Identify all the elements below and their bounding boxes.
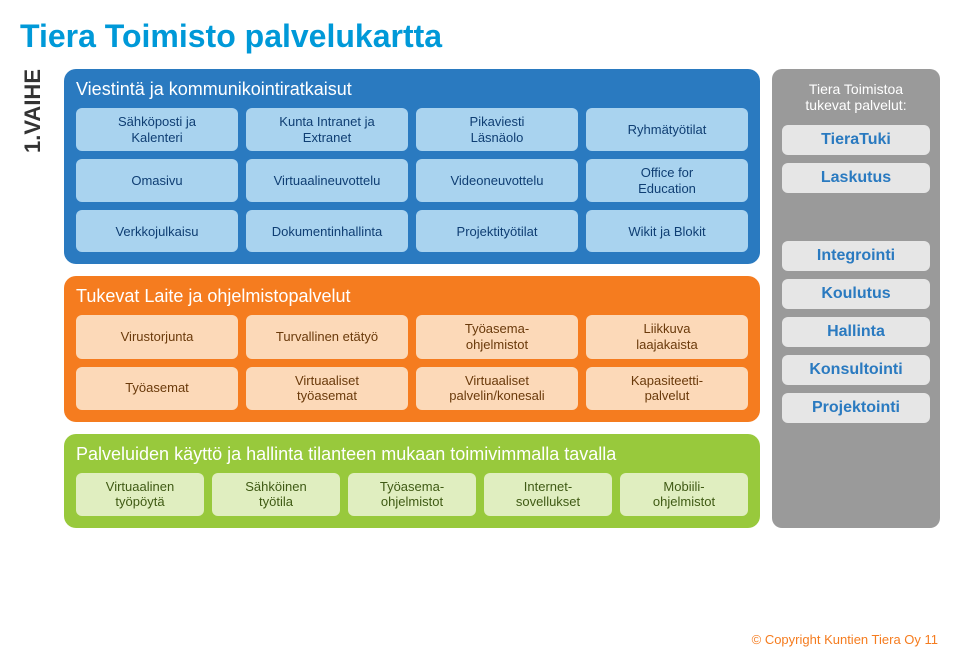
service-cell: Virtuaaliset työasemat: [246, 367, 408, 410]
service-cell: Sähköposti ja Kalenteri: [76, 108, 238, 151]
side-service-item: Laskutus: [782, 163, 930, 193]
service-cell: Verkkojulkaisu: [76, 210, 238, 252]
service-cell: Sähköinen työtila: [212, 473, 340, 516]
service-cell: Työasemat: [76, 367, 238, 410]
service-cell: Wikit ja Blokit: [586, 210, 748, 252]
service-cell: Projektityötilat: [416, 210, 578, 252]
service-cell: Ryhmätyötilat: [586, 108, 748, 151]
panel-communication-title: Viestintä ja kommunikointiratkaisut: [76, 79, 748, 100]
service-cell: Turvallinen etätyö: [246, 315, 408, 358]
service-cell: Omasivu: [76, 159, 238, 202]
service-cell: Työasema- ohjelmistot: [348, 473, 476, 516]
panel-usage-title: Palveluiden käyttö ja hallinta tilanteen…: [76, 444, 748, 465]
page-title: Tiera Toimisto palvelukartta: [20, 0, 940, 69]
service-cell: Pikaviesti Läsnäolo: [416, 108, 578, 151]
panel-communication-grid: Sähköposti ja KalenteriKunta Intranet ja…: [76, 108, 748, 252]
panel-usage: Palveluiden käyttö ja hallinta tilanteen…: [64, 434, 760, 528]
service-cell: Virtuaalinen työpöytä: [76, 473, 204, 516]
side-service-item: Konsultointi: [782, 355, 930, 385]
side-service-item: Projektointi: [782, 393, 930, 423]
left-column: Viestintä ja kommunikointiratkaisut Sähk…: [64, 69, 760, 528]
side-items: TieraTuki Laskutus Integrointi Koulutus Hall…: [782, 125, 930, 423]
service-cell: Videoneuvottelu: [416, 159, 578, 202]
copyright-footer: © Copyright Kuntien Tiera Oy 11: [752, 632, 938, 647]
service-cell: Virtuaaliset palvelin/konesali: [416, 367, 578, 410]
side-service-item: Koulutus: [782, 279, 930, 309]
panel-support: Tukevat Laite ja ohjelmistopalvelut Viru…: [64, 276, 760, 421]
service-cell: Dokumentinhallinta: [246, 210, 408, 252]
service-cell: Virtuaalineuvottelu: [246, 159, 408, 202]
panel-support-grid: VirustorjuntaTurvallinen etätyöTyöasema-…: [76, 315, 748, 409]
side-service-item: TieraTuki: [782, 125, 930, 155]
service-cell: Työasema- ohjelmistot: [416, 315, 578, 358]
side-service-item: Integrointi: [782, 241, 930, 271]
phase-label: 1.VAIHE: [20, 69, 46, 161]
service-cell: Internet- sovellukset: [484, 473, 612, 516]
service-cell: Kapasiteetti- palvelut: [586, 367, 748, 410]
side-service-item: Hallinta: [782, 317, 930, 347]
diagram-stage: 1.VAIHE Viestintä ja kommunikointiratkai…: [20, 69, 940, 528]
side-spacer: [782, 201, 930, 233]
panel-support-title: Tukevat Laite ja ohjelmistopalvelut: [76, 286, 748, 307]
service-cell: Liikkuva laajakaista: [586, 315, 748, 358]
side-panel: Tiera Toimistoa tukevat palvelut: TieraT…: [772, 69, 940, 528]
panel-communication: Viestintä ja kommunikointiratkaisut Sähk…: [64, 69, 760, 264]
service-cell: Office for Education: [586, 159, 748, 202]
panel-usage-grid: Virtuaalinen työpöytäSähköinen työtilaTy…: [76, 473, 748, 516]
main-columns: Viestintä ja kommunikointiratkaisut Sähk…: [64, 69, 940, 528]
side-panel-heading: Tiera Toimistoa tukevat palvelut:: [782, 81, 930, 113]
service-cell: Virustorjunta: [76, 315, 238, 358]
service-cell: Mobiili- ohjelmistot: [620, 473, 748, 516]
service-cell: Kunta Intranet ja Extranet: [246, 108, 408, 151]
